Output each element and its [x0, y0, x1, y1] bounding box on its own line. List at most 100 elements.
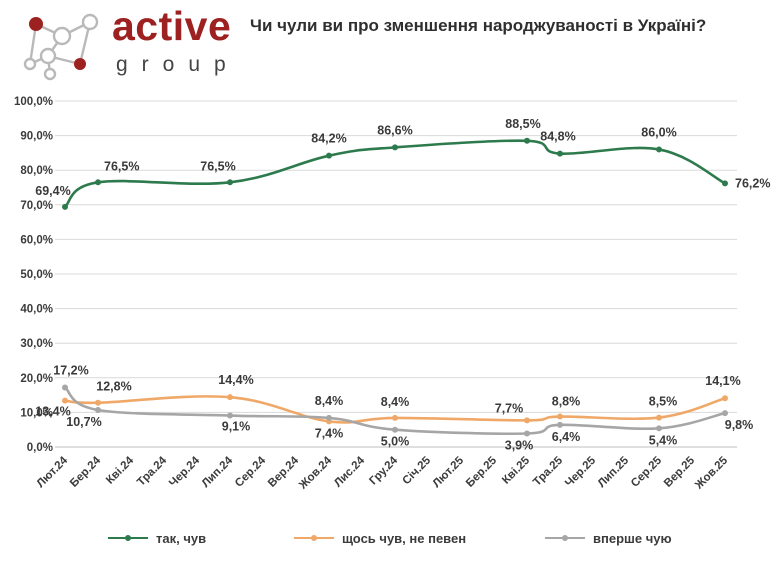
data-labels: 69,4% 76,5% 76,5% 84,2% 86,6% 88,5%84,8% 86,0%… — [35, 117, 770, 453]
y-axis-ticks: 0,0% 10,0% 20,0% 30,0% 40,0% 50,0% 60,0% 70,0% 8… — [14, 96, 53, 454]
x-tick-label: Кві.25 — [500, 454, 532, 486]
data-label: 9,8% — [725, 418, 754, 432]
x-tick-label: Жов.25 — [692, 454, 730, 492]
data-point — [656, 146, 662, 153]
data-point — [392, 144, 398, 151]
data-label: 14,4% — [218, 373, 253, 387]
data-point — [95, 399, 101, 406]
x-tick-label: Лип.24 — [200, 454, 236, 490]
chart-title: Чи чули ви про зменшення народжуваності … — [250, 16, 707, 35]
legend-item-shchos-chuv: щось чув, не певен — [294, 530, 466, 546]
data-label: 8,4% — [381, 395, 410, 409]
legend-swatch-gray — [545, 530, 585, 546]
data-label: 7,7% — [495, 401, 524, 415]
company-logo: active group — [20, 6, 245, 82]
data-point — [227, 394, 233, 401]
y-tick-label: 50,0% — [20, 269, 53, 281]
legend-label: так, чув — [156, 530, 207, 546]
legend-swatch-green — [108, 530, 148, 546]
data-point — [557, 421, 563, 428]
data-point — [656, 425, 662, 432]
x-tick-label: Тра.24 — [135, 454, 169, 488]
y-tick-label: 60,0% — [20, 234, 53, 246]
data-label: 8,4% — [315, 394, 344, 408]
y-tick-label: 30,0% — [20, 338, 53, 350]
x-tick-label: Жов.24 — [296, 454, 334, 492]
data-point — [326, 152, 332, 159]
x-tick-label: Чер.24 — [167, 454, 202, 489]
logo-subtitle: group — [116, 53, 240, 76]
data-point — [524, 137, 530, 144]
data-point — [557, 413, 563, 420]
data-label: 88,5% — [505, 117, 540, 131]
y-tick-label: 10,0% — [20, 407, 53, 419]
x-tick-label: Бер.25 — [464, 454, 500, 490]
x-tick-label: Сер.24 — [233, 454, 269, 490]
y-tick-label: 80,0% — [20, 165, 53, 177]
data-point — [722, 180, 728, 187]
data-label: 5,4% — [649, 433, 678, 447]
x-tick-label: Чер.25 — [563, 454, 598, 489]
data-point — [227, 412, 233, 419]
y-tick-label: 20,0% — [20, 373, 53, 385]
x-tick-label: Сер.25 — [629, 454, 665, 490]
y-tick-label: 100,0% — [14, 96, 53, 108]
data-point — [392, 414, 398, 421]
series-lines — [62, 137, 728, 437]
data-point — [722, 395, 728, 402]
data-point — [227, 179, 233, 186]
y-tick-label: 90,0% — [20, 131, 53, 143]
data-label: 76,2% — [735, 176, 770, 190]
data-label: 3,9% — [505, 439, 534, 453]
data-label: 7,4% — [315, 426, 344, 440]
data-label: 8,5% — [649, 395, 678, 409]
logo-wordmark: active — [112, 3, 232, 49]
data-label: 9,1% — [222, 420, 251, 434]
data-label: 86,0% — [641, 125, 676, 139]
data-point — [326, 414, 332, 421]
data-point — [62, 384, 68, 391]
x-tick-label: Тра.25 — [531, 454, 565, 488]
data-point — [656, 414, 662, 421]
data-point — [392, 426, 398, 433]
x-tick-label: Кві.24 — [104, 454, 136, 486]
x-tick-label: Вер.25 — [662, 454, 698, 490]
data-label: 76,5% — [104, 159, 139, 173]
data-point — [62, 203, 68, 210]
legend-swatch-orange — [294, 530, 334, 546]
data-label: 14,1% — [705, 374, 740, 388]
legend-item-vpershe-chuyu: вперше чую — [545, 530, 672, 546]
data-label: 17,2% — [53, 363, 88, 377]
data-point — [557, 150, 563, 157]
x-tick-label: Вер.24 — [266, 454, 302, 490]
data-label: 86,6% — [377, 123, 412, 137]
x-tick-label: Лип.25 — [596, 454, 632, 490]
gridlines — [55, 100, 737, 448]
data-label: 6,4% — [552, 430, 581, 444]
x-tick-label: Січ.25 — [400, 454, 433, 487]
data-point — [524, 417, 530, 424]
x-tick-label: Лют.24 — [35, 454, 71, 490]
data-point — [95, 406, 101, 413]
y-tick-label: 70,0% — [20, 200, 53, 212]
legend-label: щось чув, не певен — [342, 530, 467, 546]
data-point — [95, 179, 101, 186]
data-point — [722, 410, 728, 417]
data-label: 5,0% — [381, 435, 410, 449]
logo-network-icon — [23, 13, 99, 81]
data-label: 13,4% — [35, 405, 70, 419]
data-label: 76,5% — [200, 159, 235, 173]
x-tick-label: Лис.24 — [332, 454, 367, 489]
x-tick-label: Бер.24 — [68, 454, 104, 490]
x-tick-label: Лют.25 — [431, 454, 467, 490]
y-tick-label: 40,0% — [20, 304, 53, 316]
data-label: 10,7% — [66, 415, 101, 429]
legend-item-tak-chuv: так, чув — [108, 530, 206, 546]
data-label: 69,4% — [35, 184, 70, 198]
legend-label: вперше чую — [593, 530, 672, 546]
data-label: 12,8% — [96, 380, 131, 394]
data-point — [524, 430, 530, 437]
data-label: 84,2% — [311, 132, 346, 146]
